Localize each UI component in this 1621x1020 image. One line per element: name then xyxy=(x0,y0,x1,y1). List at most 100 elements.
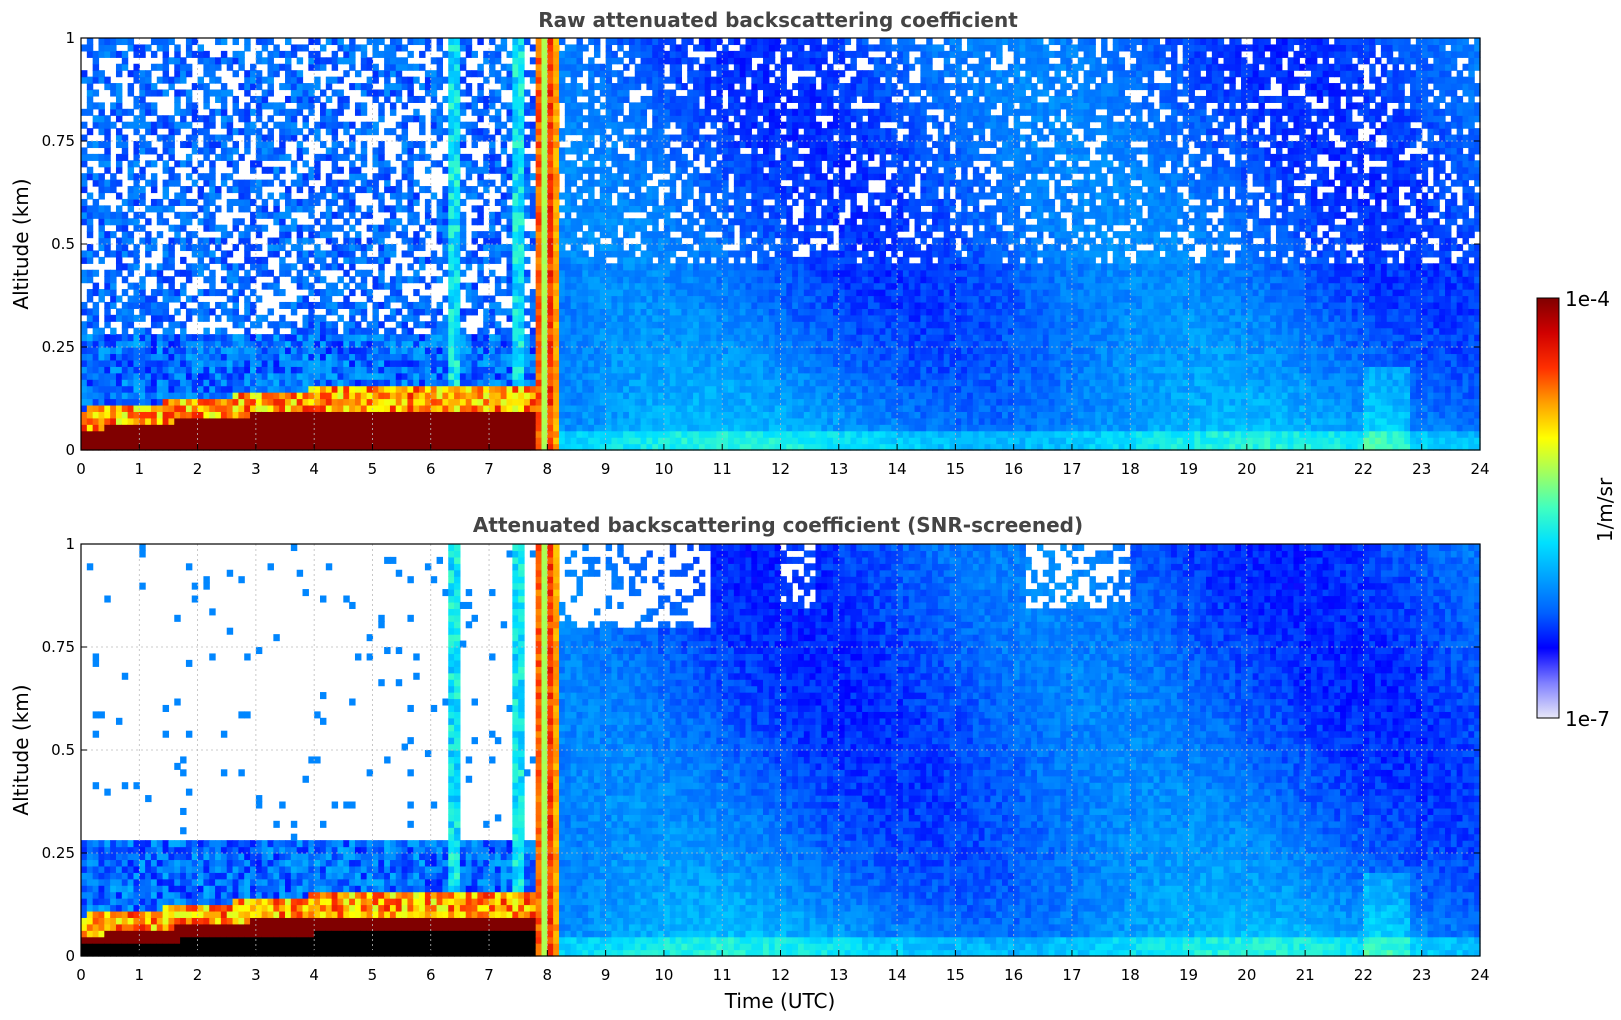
heatmap-cell xyxy=(320,122,326,129)
heatmap-cell xyxy=(180,109,186,116)
heatmap-cell xyxy=(139,186,145,193)
heatmap-cell xyxy=(93,154,99,161)
heatmap-cell xyxy=(128,186,134,193)
heatmap-cell xyxy=(291,180,297,187)
heatmap-cell xyxy=(355,218,361,225)
heatmap-cell xyxy=(454,205,460,212)
heatmap-cell xyxy=(209,238,215,245)
heatmap-cell xyxy=(174,431,180,438)
heatmap-cell xyxy=(524,193,530,200)
heatmap-cell xyxy=(361,308,367,315)
heatmap-cell xyxy=(553,70,559,77)
heatmap-cell xyxy=(419,38,425,45)
heatmap-cell xyxy=(337,424,343,431)
heatmap-cell xyxy=(431,321,437,328)
heatmap-cell xyxy=(512,212,518,219)
heatmap-cell xyxy=(303,386,309,393)
heatmap-cell xyxy=(273,353,279,360)
heatmap-cell xyxy=(361,353,367,360)
heatmap-cell xyxy=(384,96,390,103)
heatmap-cell xyxy=(285,77,291,84)
heatmap-cell xyxy=(285,302,291,309)
heatmap-cell xyxy=(437,64,443,71)
heatmap-cell xyxy=(285,386,291,393)
heatmap-cell xyxy=(495,44,501,51)
heatmap-cell xyxy=(530,334,536,341)
heatmap-cell xyxy=(314,167,320,174)
heatmap-cell xyxy=(349,431,355,438)
heatmap-cell xyxy=(238,334,244,341)
heatmap-cell xyxy=(407,334,413,341)
heatmap-cell xyxy=(413,334,419,341)
heatmap-cell xyxy=(215,334,221,341)
heatmap-cell xyxy=(320,212,326,219)
heatmap-cell xyxy=(93,205,99,212)
heatmap-cell xyxy=(536,96,542,103)
heatmap-cell xyxy=(518,360,524,367)
heatmap-cell xyxy=(174,308,180,315)
heatmap-cell xyxy=(104,360,110,367)
heatmap-cell xyxy=(303,173,309,180)
heatmap-cell xyxy=(361,270,367,277)
heatmap-cell xyxy=(122,231,128,238)
heatmap-cell xyxy=(157,283,163,290)
heatmap-cell xyxy=(571,283,577,290)
heatmap-cell xyxy=(163,308,169,315)
heatmap-cell xyxy=(565,276,571,283)
heatmap-cell xyxy=(320,437,326,444)
heatmap-cell xyxy=(110,386,116,393)
heatmap-cell xyxy=(378,90,384,97)
heatmap-cell xyxy=(244,405,250,412)
heatmap-cell xyxy=(402,296,408,303)
heatmap-cell xyxy=(431,115,437,122)
heatmap-cell xyxy=(139,135,145,142)
heatmap-cell xyxy=(571,225,577,232)
heatmap-cell xyxy=(180,270,186,277)
heatmap-cell xyxy=(174,77,180,84)
heatmap-cell xyxy=(507,135,513,142)
heatmap-cell xyxy=(571,334,577,341)
heatmap-cell xyxy=(507,341,513,348)
heatmap-cell xyxy=(512,205,518,212)
heatmap-cell xyxy=(326,231,332,238)
heatmap-cell xyxy=(163,341,169,348)
heatmap-cell xyxy=(145,353,151,360)
heatmap-cell xyxy=(477,366,483,373)
heatmap-cell xyxy=(151,321,157,328)
heatmap-cell xyxy=(507,379,513,386)
heatmap-cell xyxy=(425,212,431,219)
heatmap-cell xyxy=(238,205,244,212)
heatmap-cell xyxy=(431,218,437,225)
heatmap-cell xyxy=(448,244,454,251)
heatmap-cell xyxy=(448,302,454,309)
heatmap-cell xyxy=(437,77,443,84)
heatmap-cell xyxy=(268,51,274,58)
heatmap-cell xyxy=(536,160,542,167)
heatmap-cell xyxy=(355,238,361,245)
heatmap-cell xyxy=(547,70,553,77)
heatmap-cell xyxy=(110,392,116,399)
heatmap-cell xyxy=(594,289,600,296)
heatmap-cell xyxy=(466,83,472,90)
heatmap-cell xyxy=(168,411,174,418)
heatmap-cell xyxy=(110,373,116,380)
heatmap-cell xyxy=(518,83,524,90)
heatmap-cell xyxy=(139,366,145,373)
heatmap-cell xyxy=(291,399,297,406)
heatmap-cell xyxy=(337,431,343,438)
heatmap-cell xyxy=(559,399,565,406)
heatmap-cell xyxy=(145,302,151,309)
heatmap-cell xyxy=(501,405,507,412)
heatmap-cell xyxy=(139,308,145,315)
heatmap-cell xyxy=(477,437,483,444)
heatmap-cell xyxy=(524,373,530,380)
heatmap-cell xyxy=(128,424,134,431)
heatmap-cell xyxy=(518,218,524,225)
heatmap-cell xyxy=(576,64,582,71)
heatmap-cell xyxy=(588,212,594,219)
heatmap-cell xyxy=(233,180,239,187)
heatmap-cell xyxy=(221,373,227,380)
heatmap-cell xyxy=(203,102,209,109)
heatmap-cell xyxy=(168,180,174,187)
heatmap-cell xyxy=(407,360,413,367)
